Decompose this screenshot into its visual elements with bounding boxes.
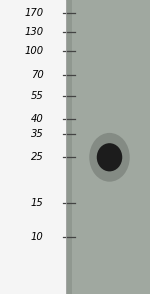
Text: 130: 130	[24, 27, 44, 37]
Text: 40: 40	[31, 114, 43, 124]
Text: 55: 55	[31, 91, 43, 101]
Bar	[66, 0, 150, 294]
Text: 35: 35	[31, 129, 43, 139]
Text: 25: 25	[31, 152, 43, 162]
Text: 70: 70	[31, 70, 43, 80]
Text: 170: 170	[24, 8, 44, 18]
Ellipse shape	[89, 133, 130, 182]
Bar	[66, 0, 72, 294]
Text: 100: 100	[24, 46, 44, 56]
Ellipse shape	[97, 143, 122, 171]
Bar	[0, 0, 66, 294]
Text: 10: 10	[31, 232, 43, 242]
Text: 15: 15	[31, 198, 43, 208]
